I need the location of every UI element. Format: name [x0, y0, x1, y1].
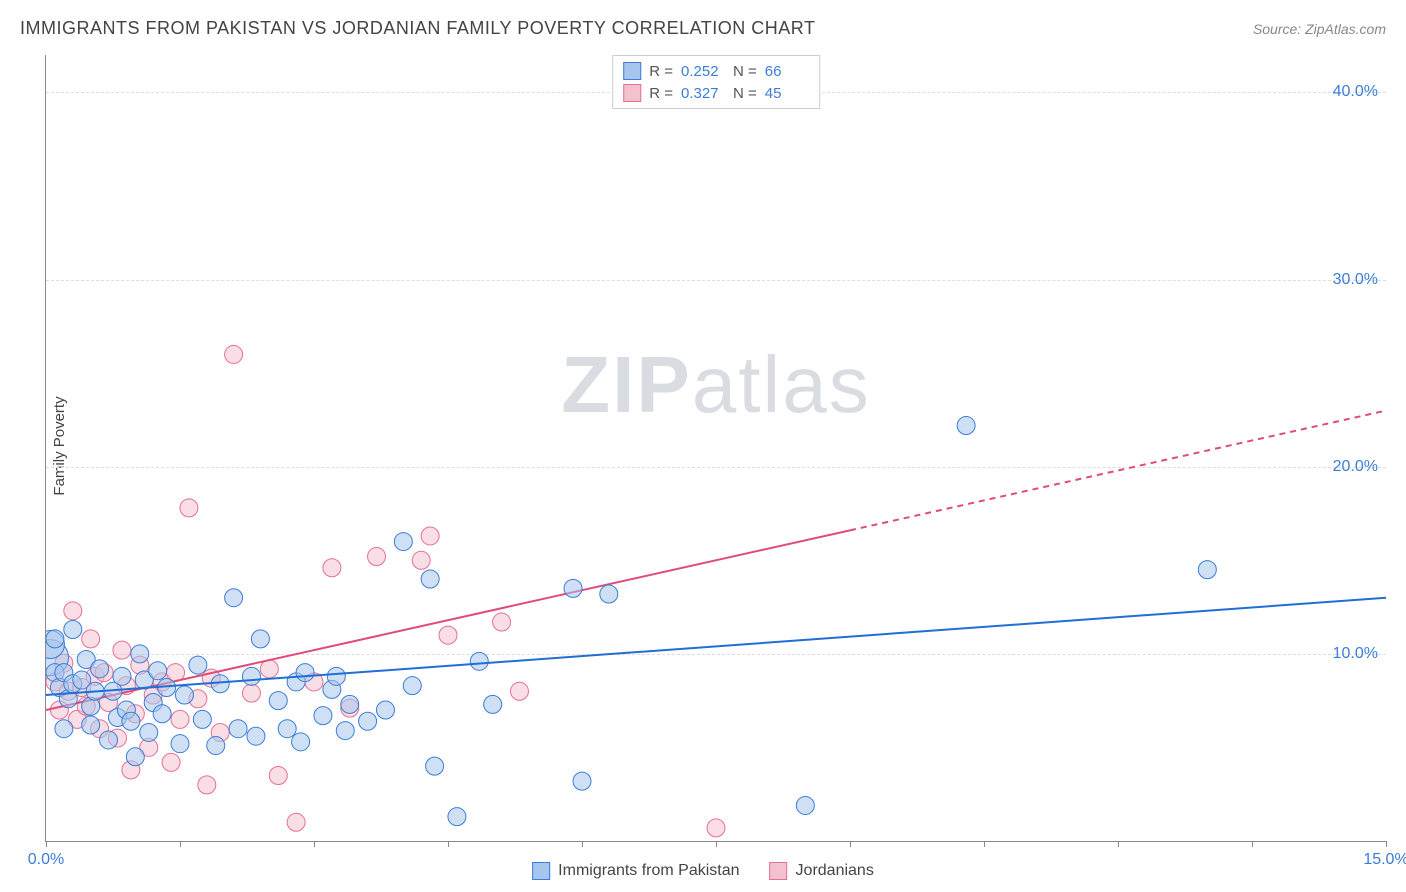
legend-row: R = 0.252 N = 66	[623, 60, 809, 82]
data-point	[162, 753, 180, 771]
data-point	[198, 776, 216, 794]
data-point	[278, 720, 296, 738]
data-point	[470, 652, 488, 670]
x-tick-label: 15.0%	[1363, 851, 1406, 869]
data-point	[225, 589, 243, 607]
data-point	[113, 641, 131, 659]
data-point	[260, 660, 278, 678]
data-point	[510, 682, 528, 700]
data-point	[394, 533, 412, 551]
data-point	[149, 662, 167, 680]
data-point	[412, 551, 430, 569]
x-tick	[1118, 841, 1119, 847]
data-point	[82, 716, 100, 734]
x-tick	[984, 841, 985, 847]
x-tick-label: 0.0%	[28, 851, 64, 869]
data-point	[448, 808, 466, 826]
data-point	[323, 559, 341, 577]
data-point	[269, 692, 287, 710]
data-point	[225, 345, 243, 363]
x-tick	[314, 841, 315, 847]
swatch-icon	[623, 62, 641, 80]
chart-area: ZIPatlas R = 0.252 N = 66 R = 0.327 N = …	[45, 55, 1386, 842]
data-point	[573, 772, 591, 790]
x-tick	[46, 841, 47, 847]
x-tick	[582, 841, 583, 847]
data-point	[189, 656, 207, 674]
data-point	[796, 796, 814, 814]
data-point	[376, 701, 394, 719]
data-point	[251, 630, 269, 648]
data-point	[426, 757, 444, 775]
data-point	[421, 570, 439, 588]
data-point	[180, 499, 198, 517]
data-point	[122, 712, 140, 730]
data-point	[600, 585, 618, 603]
chart-title: IMMIGRANTS FROM PAKISTAN VS JORDANIAN FA…	[20, 18, 815, 39]
x-tick	[716, 841, 717, 847]
data-point	[64, 621, 82, 639]
data-point	[493, 613, 511, 631]
correlation-legend: R = 0.252 N = 66 R = 0.327 N = 45	[612, 55, 820, 109]
scatter-plot	[46, 55, 1386, 841]
data-point	[100, 731, 118, 749]
data-point	[46, 630, 64, 648]
data-point	[269, 767, 287, 785]
data-point	[91, 660, 109, 678]
data-point	[247, 727, 265, 745]
data-point	[484, 695, 502, 713]
data-point	[242, 684, 260, 702]
swatch-icon	[532, 862, 550, 880]
data-point	[314, 707, 332, 725]
data-point	[368, 548, 386, 566]
data-point	[421, 527, 439, 545]
data-point	[242, 667, 260, 685]
data-point	[193, 710, 211, 728]
data-point	[957, 417, 975, 435]
x-tick	[448, 841, 449, 847]
x-tick	[1252, 841, 1253, 847]
x-tick	[850, 841, 851, 847]
data-point	[140, 723, 158, 741]
data-point	[131, 645, 149, 663]
data-point	[113, 667, 131, 685]
data-point	[1198, 561, 1216, 579]
source-label: Source: ZipAtlas.com	[1253, 21, 1386, 37]
data-point	[64, 602, 82, 620]
data-point	[292, 733, 310, 751]
data-point	[287, 813, 305, 831]
data-point	[341, 695, 359, 713]
swatch-icon	[770, 862, 788, 880]
data-point	[707, 819, 725, 837]
data-point	[564, 579, 582, 597]
data-point	[359, 712, 377, 730]
x-tick	[180, 841, 181, 847]
trend-line-dashed	[850, 411, 1386, 531]
trend-line	[46, 598, 1386, 695]
data-point	[439, 626, 457, 644]
x-tick	[1386, 841, 1387, 847]
data-point	[175, 686, 193, 704]
data-point	[327, 667, 345, 685]
legend-item: Immigrants from Pakistan	[532, 862, 739, 880]
swatch-icon	[623, 84, 641, 102]
data-point	[82, 630, 100, 648]
series-legend: Immigrants from Pakistan Jordanians	[526, 862, 880, 880]
legend-item: Jordanians	[770, 862, 874, 880]
data-point	[336, 722, 354, 740]
data-point	[296, 664, 314, 682]
data-point	[153, 705, 171, 723]
data-point	[207, 737, 225, 755]
data-point	[171, 735, 189, 753]
data-point	[55, 720, 73, 738]
legend-row: R = 0.327 N = 45	[623, 82, 809, 104]
data-point	[229, 720, 247, 738]
data-point	[126, 748, 144, 766]
data-point	[403, 677, 421, 695]
data-point	[171, 710, 189, 728]
